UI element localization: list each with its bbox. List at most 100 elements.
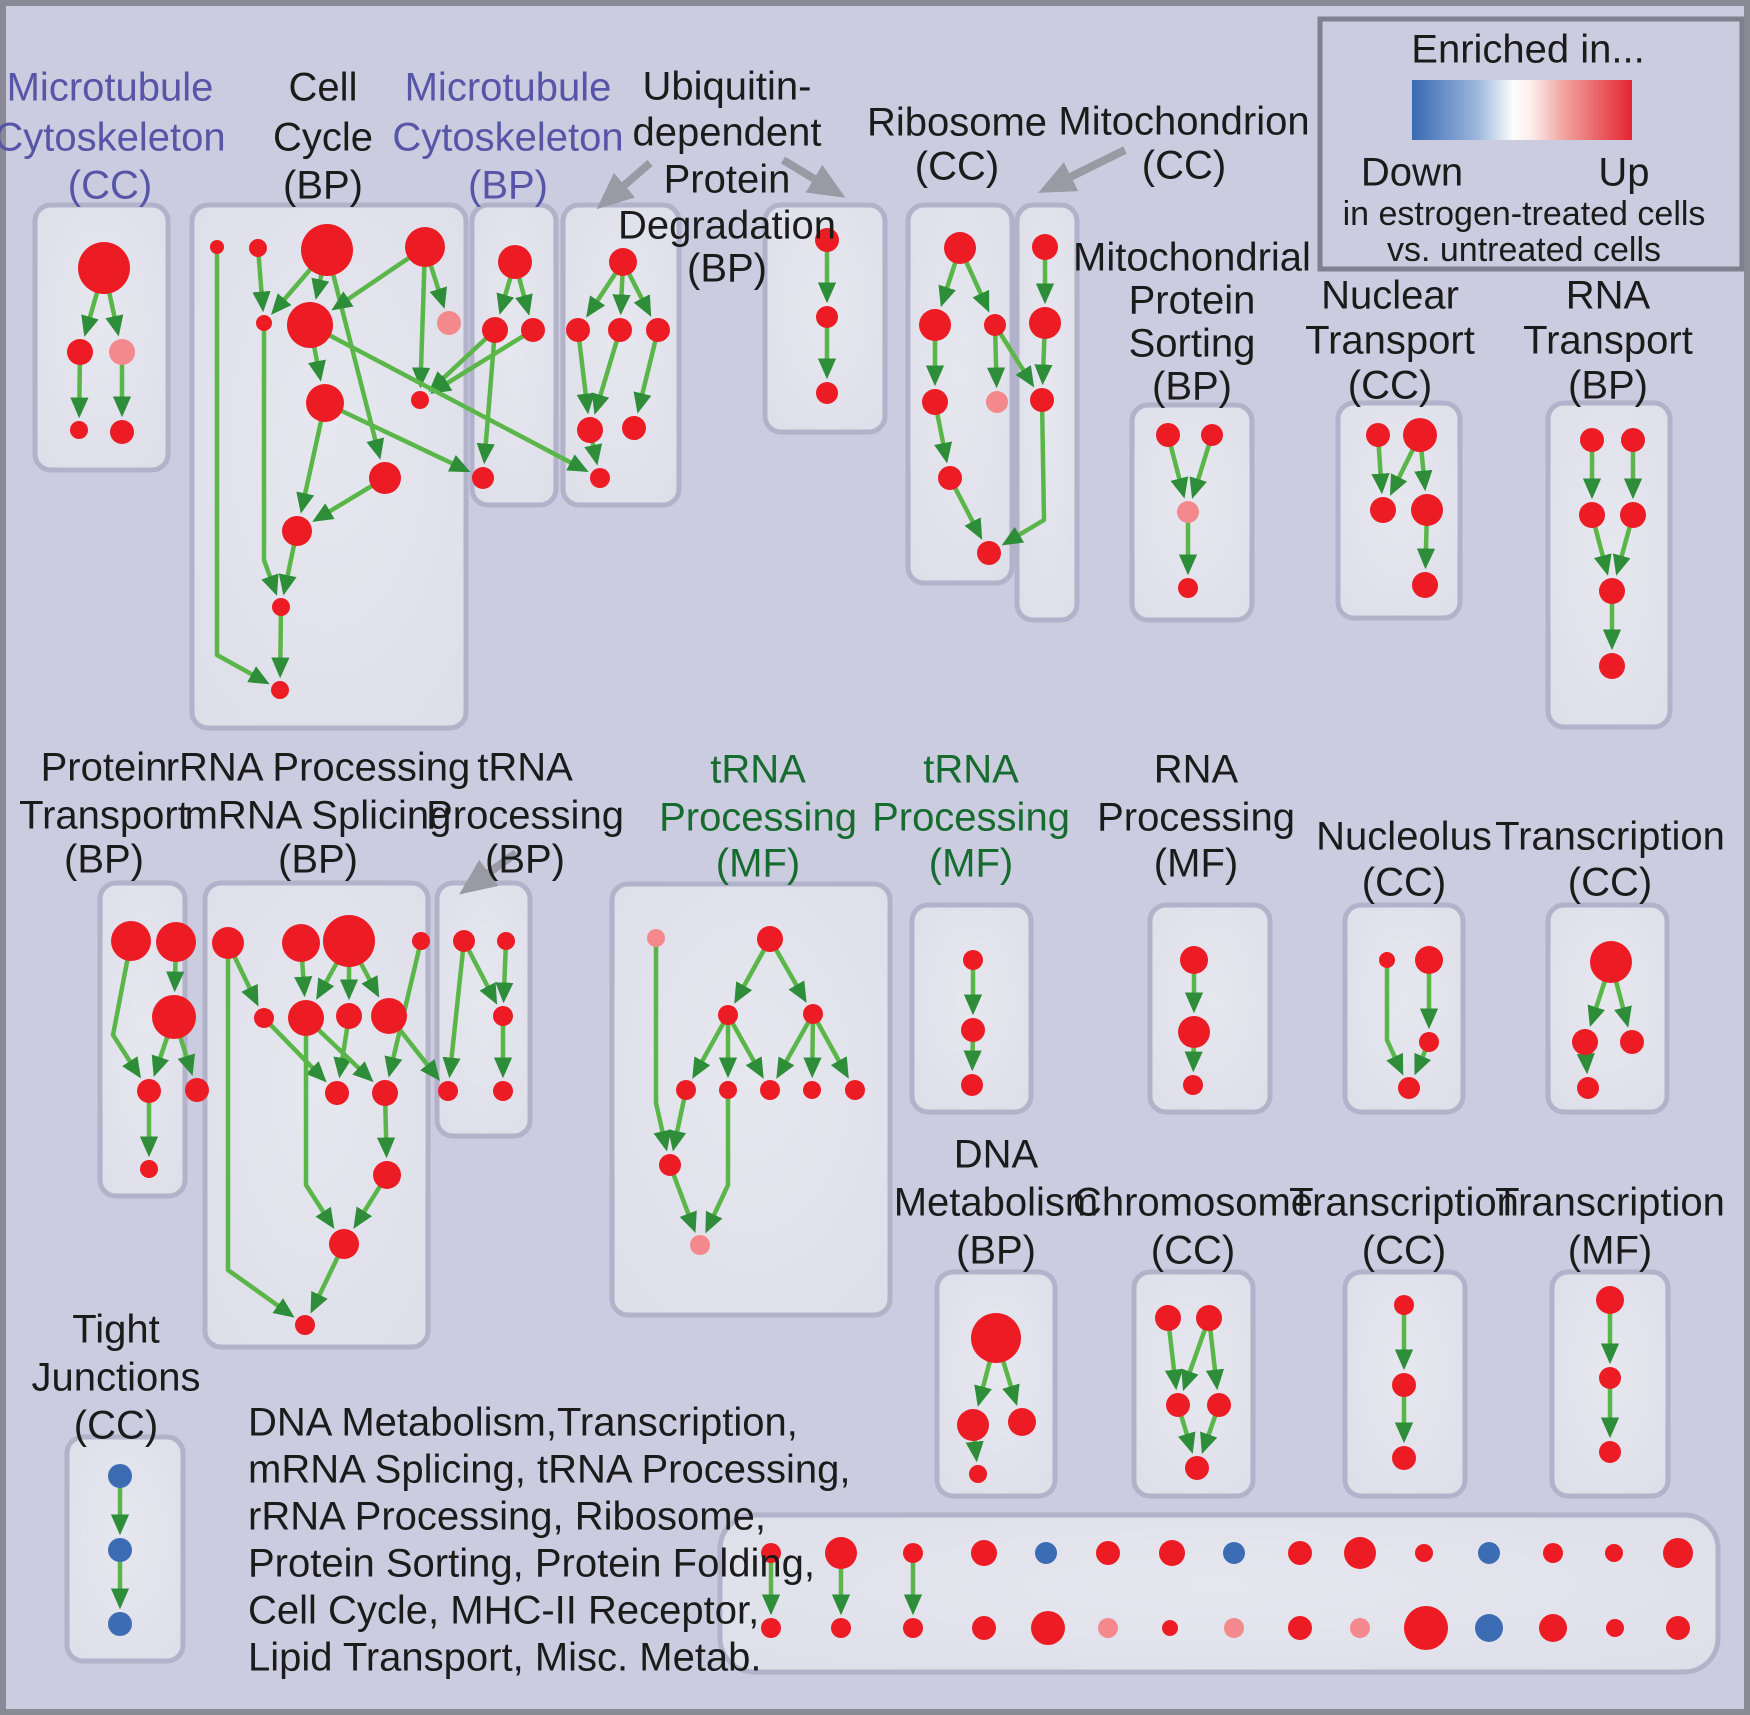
go-term-node-rrna-n3 (323, 915, 375, 967)
cluster-label-rna-processing-mf: (MF) (1154, 842, 1238, 886)
go-term-node-nuc-bot (1398, 1077, 1420, 1099)
go-term-node-misc-a13 (1543, 1543, 1563, 1563)
go-term-node-misc-b15 (1666, 1616, 1690, 1640)
cluster-label-transcription-mf: (MF) (1568, 1229, 1652, 1273)
go-term-node-mtbp-bot (472, 467, 494, 489)
cluster-label-ubiquitin: (BP) (687, 247, 767, 291)
merged-categories-text: Cell Cycle, MHC-II Receptor, (248, 1589, 759, 1633)
relation-edge (726, 1013, 764, 1079)
cluster-label-trna-mf-1: (MF) (716, 842, 800, 886)
relation-edge (591, 329, 623, 415)
relation-edge (667, 1164, 697, 1234)
nodes-layer (67, 224, 1693, 1650)
go-term-node-rrna-n13 (295, 1315, 315, 1335)
cluster-label-mitochondrion: Mitochondrion (1058, 100, 1309, 144)
cluster-label-trna-bp: Processing (426, 794, 624, 838)
go-term-node-nt-a (1366, 423, 1390, 447)
relation-edge (993, 323, 1035, 388)
relation-edge (271, 606, 290, 679)
go-term-node-ub1-t (609, 248, 637, 276)
cluster-label-protein-transport: Protein (41, 746, 168, 790)
cluster-label-trna-mf-2: tRNA (923, 748, 1019, 792)
go-term-node-tj-v2 (108, 1538, 132, 1562)
relation-edge (692, 1013, 730, 1079)
go-term-node-misc-b8 (1224, 1618, 1244, 1638)
go-term-node-trnamf1-b4 (803, 1081, 821, 1099)
go-term-node-cc-g (437, 311, 461, 335)
cluster-label-nuclear-transport: Transport (1305, 319, 1475, 363)
go-term-node-misc-a9 (1288, 1541, 1312, 1565)
cluster-label-rna-processing-mf: RNA (1154, 748, 1239, 792)
go-term-node-rrna-n9 (325, 1081, 349, 1105)
go-term-node-trnamf1-m1 (718, 1005, 738, 1025)
cluster-box-rnamf (1147, 902, 1273, 1115)
go-term-node-misc-b1 (761, 1618, 781, 1638)
cluster-box-misc (717, 1512, 1721, 1675)
go-term-node-trnabp-m (493, 1006, 513, 1026)
go-term-node-nuc-big (1415, 946, 1443, 974)
go-term-node-nuc-mid (1419, 1032, 1439, 1052)
merged-categories-text: Lipid Transport, Misc. Metab. (248, 1636, 762, 1680)
relation-edge (225, 943, 295, 1318)
cluster-label-protein-transport: Transport (19, 794, 189, 838)
go-term-node-mtcc-mr (109, 339, 135, 365)
go-term-node-trcc2-v1 (1394, 1295, 1414, 1315)
cluster-label-rna-transport: RNA (1566, 274, 1651, 318)
merged-categories-text: rRNA Processing, Ribosome, (248, 1495, 766, 1539)
go-term-node-rt-b (1621, 428, 1645, 452)
relation-edge (411, 246, 431, 389)
go-term-node-rrna-n12 (329, 1229, 359, 1259)
cluster-label-ubiquitin: Ubiquitin- (643, 65, 812, 109)
go-term-node-misc-b5 (1031, 1611, 1065, 1645)
cluster-label-nuclear-transport: (CC) (1348, 364, 1432, 408)
cluster-label-rna-processing-mf: Processing (1097, 796, 1295, 840)
go-term-node-ub1-m2 (608, 318, 632, 342)
legend-title: Enriched in... (1411, 28, 1644, 72)
go-term-node-trnamf2-v3 (961, 1074, 983, 1096)
go-term-node-misc-b2 (831, 1618, 851, 1638)
annotation-arrow-3 (1038, 146, 1127, 193)
go-term-node-trnamf1-b2 (719, 1081, 737, 1099)
go-term-node-pt-l2 (185, 1078, 209, 1102)
cluster-label-dna-metabolism: Metabolism (894, 1181, 1099, 1225)
go-term-node-pt-l1 (137, 1079, 161, 1103)
go-term-node-rrna-n5 (254, 1008, 274, 1028)
cluster-label-ubiquitin: Protein (664, 158, 791, 202)
go-term-node-misc-a7 (1159, 1540, 1185, 1566)
go-term-node-rib-l2 (986, 391, 1008, 413)
go-term-node-misc-a3 (903, 1543, 923, 1563)
go-term-node-pt-bot (140, 1160, 158, 1178)
cluster-box-mtcc (32, 202, 171, 473)
cluster-label-cell-cycle: (BP) (283, 164, 363, 208)
go-term-node-cc-d (405, 227, 445, 267)
go-term-node-tj-v1 (108, 1464, 132, 1488)
relation-edge (653, 938, 672, 1152)
go-term-node-trmf-v3 (1599, 1441, 1621, 1463)
cluster-label-cell-cycle: Cell (289, 66, 358, 110)
go-term-node-ub1-m3 (646, 318, 670, 342)
legend-color-gradient-bar (1412, 80, 1632, 140)
cluster-label-trna-mf-2: Processing (872, 796, 1070, 840)
relation-edge (324, 400, 471, 473)
go-term-node-cc-c (301, 224, 353, 276)
relation-edge (430, 328, 535, 394)
go-term-node-misc-a1 (761, 1543, 781, 1563)
relation-edge (1384, 960, 1404, 1076)
relation-edge (776, 1012, 815, 1079)
go-term-node-trnabp-b1 (438, 1081, 458, 1101)
go-term-node-mps-b (1201, 424, 1223, 446)
go-term-node-cc-l (272, 598, 290, 616)
merged-categories-text: DNA Metabolism,Transcription, (248, 1401, 798, 1445)
go-term-node-mps-m (1177, 501, 1199, 523)
cluster-label-transcription-cc-mid: Transcription (1495, 815, 1725, 859)
relation-edge (442, 940, 467, 1079)
go-term-node-ub1-m1 (566, 318, 590, 342)
relation-edge (110, 940, 142, 1079)
go-term-node-misc-a6 (1096, 1541, 1120, 1565)
go-term-node-rrna-n2 (282, 924, 320, 962)
relation-edge (261, 323, 279, 596)
go-term-node-mps-a (1156, 423, 1180, 447)
go-term-node-nt-c (1370, 497, 1396, 523)
go-term-node-rrna-n11 (373, 1161, 401, 1189)
go-term-node-trnamf1-b5 (845, 1080, 865, 1100)
